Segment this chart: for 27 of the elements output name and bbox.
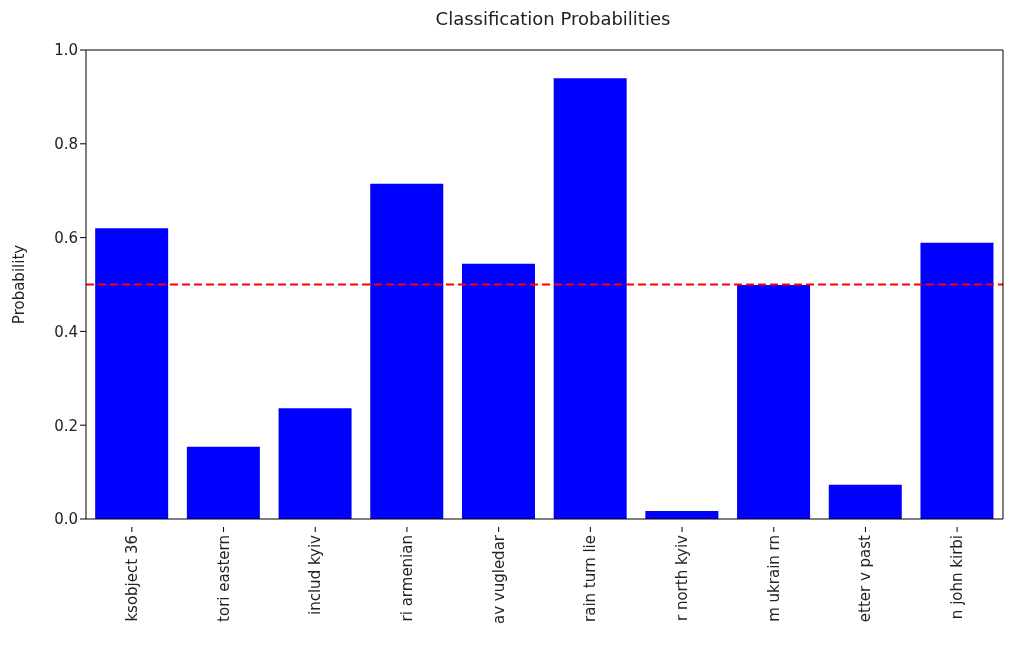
bar xyxy=(278,408,352,519)
bar xyxy=(186,446,260,519)
x-tick-label: ri armenian xyxy=(397,535,416,622)
bar xyxy=(737,284,811,519)
x-tick-label: av vugledar xyxy=(489,534,508,625)
bar xyxy=(95,228,169,519)
x-tick-label: etter v past xyxy=(856,534,875,623)
x-tick-label: tori eastern xyxy=(214,535,233,622)
y-tick-label: 0.2 xyxy=(54,416,78,435)
y-tick-label: 0.8 xyxy=(54,135,78,154)
y-axis-title: Probability xyxy=(10,244,29,325)
chart-title: Classification Probabilities xyxy=(434,8,672,31)
bar xyxy=(553,78,627,519)
y-tick-label: 0.0 xyxy=(54,510,78,529)
x-tick-label: r north kyiv xyxy=(673,534,692,622)
x-tick-label: includ kyiv xyxy=(306,534,325,615)
y-tick-label: 0.4 xyxy=(54,322,78,341)
y-tick-label: 0.6 xyxy=(54,228,78,247)
x-tick-label: n john kirbi xyxy=(948,535,967,620)
x-tick-label: ksobject 36 xyxy=(122,535,141,622)
bar xyxy=(920,242,994,519)
y-tick-label: 1.0 xyxy=(54,41,78,60)
x-tick-label: rain turn lie xyxy=(581,535,600,622)
x-tick-label: m ukrain rn xyxy=(764,535,783,622)
bar xyxy=(828,484,902,519)
bar xyxy=(461,263,535,519)
bar xyxy=(370,183,444,519)
